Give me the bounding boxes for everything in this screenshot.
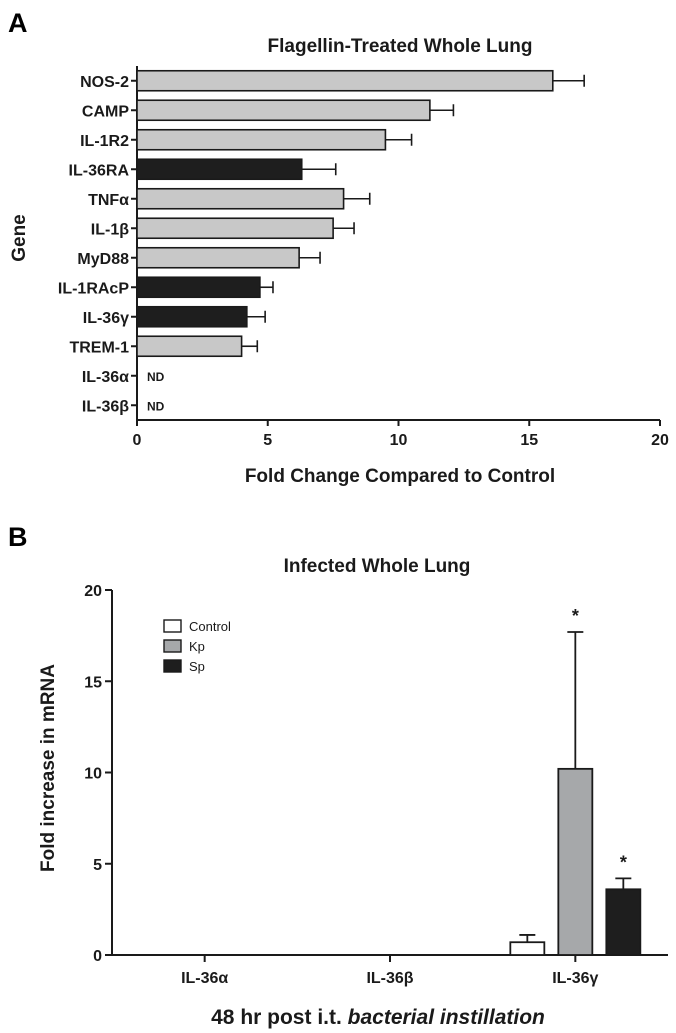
panel-a-x-tick-label: 5 xyxy=(263,432,272,449)
panel-b-legend-label: Sp xyxy=(189,659,205,674)
panel-a-category-label: IL-36β xyxy=(82,398,129,415)
panel-b-bar-sp xyxy=(605,888,642,956)
panel-b-chart: 0 5 10 15 20 IL-36α IL-36β IL-36γ * * Control Kp Sp xyxy=(84,583,668,987)
panel-a-nd-label: ND xyxy=(147,399,165,413)
panel-b-xlabel-italic: bacterial instillation xyxy=(348,1006,545,1029)
panel-b-legend-label: Control xyxy=(189,619,231,634)
panel-a-category-label: TREM-1 xyxy=(69,339,129,356)
panel-a-chart: 0 5 10 15 20 NOS-2 CAMP IL-1R2 IL-36RA TNFα IL-1β M… xyxy=(58,66,669,449)
panel-a-ylabel: Gene xyxy=(9,214,30,262)
panel-b-category-label: IL-36β xyxy=(366,970,413,987)
panel-a-category-label: IL-1RAcP xyxy=(58,280,129,297)
panel-a-x-tick-label: 20 xyxy=(651,432,669,449)
panel-a-category-label: IL-36RA xyxy=(69,162,130,179)
panel-a-bar xyxy=(136,99,431,122)
panel-b-title: Infected Whole Lung xyxy=(284,556,471,577)
panel-a-category-label: CAMP xyxy=(82,103,129,120)
panel-b-legend-swatch-kp xyxy=(163,639,182,653)
panel-a-letter: A xyxy=(8,8,28,38)
panel-a-category-label: IL-36α xyxy=(82,369,129,386)
panel-b-category-label: IL-36α xyxy=(181,970,228,987)
panel-b-significance-marker: * xyxy=(620,852,627,872)
panel-a-nd-label: ND xyxy=(147,370,165,384)
panel-b-category-label: IL-36γ xyxy=(552,970,598,987)
panel-a-bar xyxy=(136,305,248,328)
panel-a-xlabel: Fold Change Compared to Control xyxy=(245,466,555,487)
panel-a-bar xyxy=(136,158,303,181)
panel-a-bar xyxy=(136,69,554,92)
panel-a-category-label: IL-36γ xyxy=(83,310,129,327)
panel-a-category-label: TNFα xyxy=(88,192,129,209)
panel-a-category-label: IL-1R2 xyxy=(80,133,129,150)
panel-b-legend-label: Kp xyxy=(189,639,205,654)
panel-a-x-tick-label: 10 xyxy=(390,432,408,449)
panel-a-bar xyxy=(136,187,345,210)
panel-a-category-label: IL-1β xyxy=(91,221,129,238)
panel-a-x-tick-label: 15 xyxy=(520,432,538,449)
panel-b-letter: B xyxy=(8,522,28,552)
panel-b-y-tick-label: 20 xyxy=(84,583,102,600)
panel-a-category-label: MyD88 xyxy=(77,251,129,268)
panel-b-y-tick-label: 10 xyxy=(84,766,102,783)
panel-a-bar xyxy=(136,128,387,151)
panel-b-ylabel: Fold increase in mRNA xyxy=(38,664,59,872)
panel-b-bar-control xyxy=(509,941,546,956)
panel-b-y-tick-label: 5 xyxy=(93,857,102,874)
panel-a-bar xyxy=(136,276,261,299)
panel-a-title: Flagellin-Treated Whole Lung xyxy=(268,36,533,57)
panel-a-bar xyxy=(136,335,243,358)
panel-b-legend-swatch-sp xyxy=(163,659,182,673)
panel-a-x-tick-label: 0 xyxy=(133,432,142,449)
panel-a-bar xyxy=(136,246,300,269)
panel-b-xlabel-prefix: 48 hr post i.t. xyxy=(211,1006,348,1029)
panel-b-y-tick-label: 0 xyxy=(93,948,102,965)
panel-b-bar-kp xyxy=(557,767,594,956)
panel-b-legend-swatch-control xyxy=(163,619,182,633)
panel-a-bar xyxy=(136,217,334,240)
panel-b-xlabel: 48 hr post i.t. bacterial instillation xyxy=(211,1006,545,1029)
panel-a-category-label: NOS-2 xyxy=(80,74,129,91)
panel-b-y-tick-label: 15 xyxy=(84,674,102,691)
panel-b-significance-marker: * xyxy=(572,606,579,626)
